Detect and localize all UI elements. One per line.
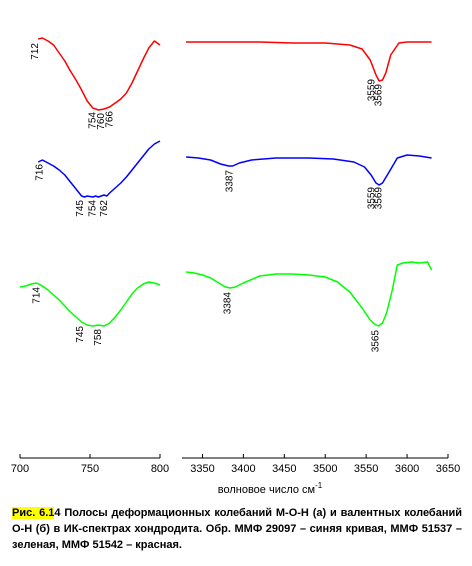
peak-label: 716 [34, 164, 45, 181]
x-tick-label: 3350 [190, 463, 214, 475]
x-tick-label: 3450 [272, 463, 296, 475]
x-tick-label: 3650 [436, 463, 460, 475]
peak-label: 3387 [225, 170, 236, 193]
x-tick-label: 3400 [231, 463, 255, 475]
x-tick-label: 3600 [395, 463, 419, 475]
caption-text: 4 Полосы деформационных колебаний М-О-Н … [12, 507, 462, 551]
peak-label: 745 [75, 326, 86, 343]
x-axis-label: волновое число см-1 [218, 481, 323, 496]
spectrum-line [186, 154, 432, 186]
spectrum-line [186, 41, 432, 82]
peak-label: 760 [96, 113, 107, 130]
x-tick-label: 750 [81, 463, 99, 475]
x-tick-label: 800 [151, 463, 169, 475]
spectrum-line [186, 261, 433, 327]
peak-label: 762 [99, 200, 110, 217]
peak-label: 754 [88, 112, 99, 129]
figure-caption: Рис. 6.14 Полосы деформационных колебани… [12, 505, 462, 553]
peak-label: 3569 [374, 187, 385, 210]
peak-label: 3384 [222, 292, 233, 315]
x-tick-label: 3550 [354, 463, 378, 475]
peak-label: 745 [75, 200, 86, 217]
peak-label: 3559 [366, 187, 377, 210]
x-tick-label: 3500 [313, 463, 337, 475]
peak-label: 3565 [370, 330, 381, 353]
peak-label: 714 [32, 287, 43, 304]
caption-figure-number: Рис. 6.1 [12, 507, 55, 519]
x-tick-label: 700 [11, 463, 29, 475]
spectrum-line [38, 37, 161, 111]
peak-label: 766 [104, 111, 115, 128]
peak-label: 712 [30, 43, 41, 60]
peak-label: 754 [88, 200, 99, 217]
right-panel: 3350 3400 3450 3500 3550 3600 3650355935693387… [182, 41, 460, 475]
spectrum-line [19, 281, 161, 327]
peak-label: 3569 [374, 84, 385, 107]
spectrum-line [37, 140, 161, 198]
peak-label: 3559 [366, 79, 377, 102]
peak-label: 758 [93, 329, 104, 346]
